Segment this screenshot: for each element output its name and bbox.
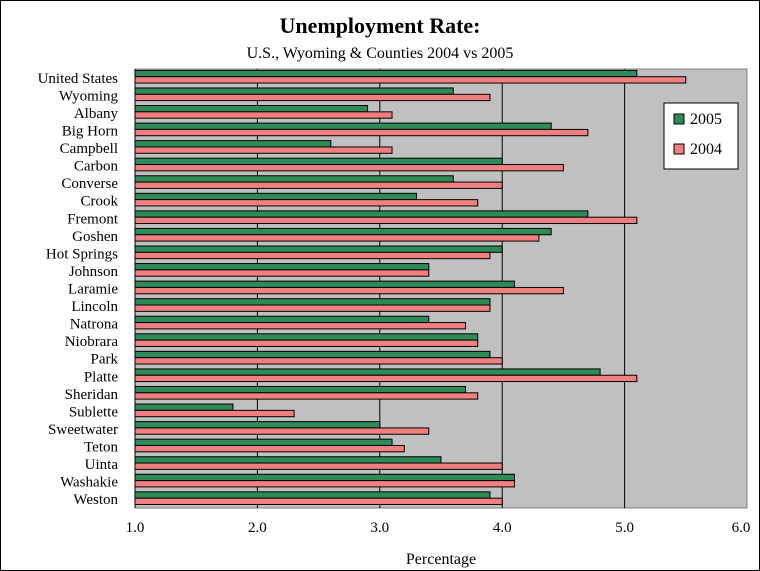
bar-2005-sheridan [134,385,466,394]
bar-2004-goshen [134,234,540,242]
bar-2005-albany [134,105,369,113]
category-label: Sheridan [65,387,119,403]
bar-2005-johnson [134,263,430,271]
legend-label-2004: 2004 [690,141,722,158]
category-label: United States [38,71,119,87]
bar-2004-natrona [134,322,466,330]
bar-2005-carbon [134,157,503,166]
bar-2005-converse [134,175,454,183]
bar-2005-wyoming [134,87,454,95]
x-tick-labels: 1.0 2.0 3.0 4.0 5.0 6.0 [126,520,751,536]
bar-2005-washakie [134,473,515,482]
category-label: Carbon [74,159,119,175]
chart-title: Unemployment Rate: [279,13,480,38]
bar-2005-fremont [134,210,589,218]
category-label: Campbell [60,141,118,157]
category-label: Teton [84,440,118,456]
legend-swatch-2004 [673,143,685,155]
category-label: Albany [74,106,119,122]
category-label: Park [91,352,119,368]
category-label: Washakie [60,475,118,491]
bar-2004-campbell [134,146,393,154]
category-label: Sublette [69,404,119,420]
bar-2004-carbon [134,164,564,172]
category-label: Hot Springs [46,246,118,262]
bar-2005-goshen [134,227,552,236]
bar-2005-campbell [134,140,332,148]
bar-2005-lincoln [134,298,491,306]
bar-2005-natrona [134,315,430,324]
bar-2005-big-horn [134,122,552,130]
bar-2004-weston [134,497,503,505]
bar-2005-sublette [134,403,234,411]
bar-2004-uinta [134,462,503,470]
bar-2004-johnson [134,269,430,277]
bar-2004-united-states [134,76,687,84]
category-label: Johnson [69,264,119,280]
bar-2005-laramie [134,280,515,288]
bar-2005-platte [134,368,601,376]
category-label: Fremont [67,211,119,227]
bar-2004-lincoln [134,304,491,312]
bar-2004-laramie [134,286,564,295]
category-label: Converse [61,176,118,192]
x-tick-label: 1.0 [126,520,145,536]
chart-subtitle: U.S., Wyoming & Counties 2004 vs 2005 [247,45,514,62]
legend-swatch-2005 [673,113,685,125]
bar-2004-big-horn [134,128,589,137]
bars [134,69,687,505]
category-label: Sweetwater [48,422,118,438]
legend-label-2005: 2005 [690,111,722,128]
bar-2004-crook [134,199,479,207]
bar-2004-platte [134,374,638,383]
x-tick-label: 4.0 [493,520,512,536]
bar-2005-park [134,350,491,359]
x-axis-title: Percentage [406,551,476,568]
bar-2004-washakie [134,480,515,488]
x-tick-label: 3.0 [370,520,389,536]
x-tick-label: 6.0 [732,520,751,536]
bar-2004-sweetwater [134,427,430,435]
bar-2005-sweetwater [134,421,381,429]
category-label: Big Horn [62,123,119,139]
category-label: Crook [81,194,119,210]
bar-2004-hot-springs [134,251,491,260]
bar-2004-wyoming [134,93,491,102]
bar-2005-crook [134,192,418,201]
bar-2004-teton [134,444,405,453]
category-label: Niobrara [65,334,119,350]
x-tick-label: 5.0 [615,520,634,536]
category-label: Uinta [85,457,119,473]
category-label: Weston [73,492,118,508]
bar-2004-converse [134,181,503,189]
bar-2004-sheridan [134,392,479,400]
bar-2005-hot-springs [134,245,503,253]
category-label: Wyoming [59,88,119,104]
category-label: Goshen [72,229,118,245]
bar-2005-united-states [134,69,638,78]
x-tick-label: 2.0 [248,520,267,536]
bar-2004-park [134,357,503,365]
category-label: Platte [84,369,119,385]
bar-2004-sublette [134,409,295,418]
bar-2004-fremont [134,216,638,225]
bar-2005-teton [134,438,393,446]
legend: 2005 2004 [663,102,739,170]
bar-2004-albany [134,111,393,119]
category-label: Laramie [68,282,118,298]
bar-2005-niobrara [134,333,479,341]
bar-2005-uinta [134,456,442,464]
bar-2004-niobrara [134,339,479,347]
category-label: Lincoln [71,299,118,315]
category-label: Natrona [70,317,119,333]
bar-2005-weston [134,491,491,499]
